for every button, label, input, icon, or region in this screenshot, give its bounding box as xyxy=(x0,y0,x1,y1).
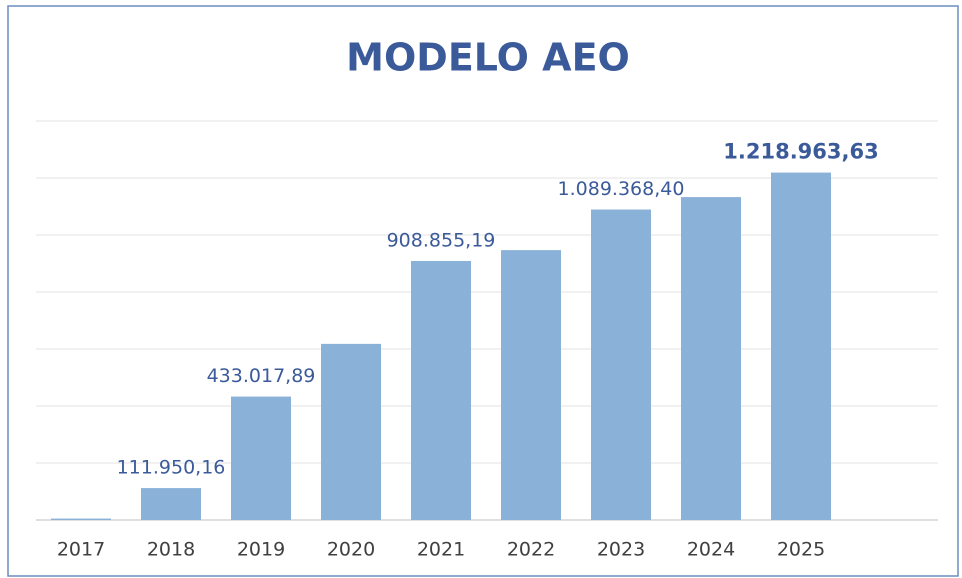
bar xyxy=(321,343,381,520)
x-tick-label: 2020 xyxy=(327,539,375,561)
x-tick-label: 2025 xyxy=(777,539,825,561)
bar xyxy=(771,172,831,520)
x-tick-label: 2017 xyxy=(57,539,105,561)
bar xyxy=(231,396,291,520)
bar xyxy=(681,197,741,520)
data-label: 908.855,19 xyxy=(387,229,496,251)
x-tick-label: 2022 xyxy=(507,539,555,561)
data-label: 1.089.368,40 xyxy=(558,178,685,200)
bar xyxy=(411,260,471,520)
x-tick-label: 2018 xyxy=(147,539,195,561)
data-label: 111.950,16 xyxy=(117,457,226,479)
bar xyxy=(51,518,111,520)
bar xyxy=(501,250,561,521)
x-tick-label: 2019 xyxy=(237,539,285,561)
data-label: 1.218.963,63 xyxy=(723,140,878,164)
bar xyxy=(141,488,201,520)
x-tick-label: 2021 xyxy=(417,539,465,561)
data-label: 433.017,89 xyxy=(207,365,316,387)
chart-title: MODELO AEO xyxy=(346,36,630,80)
x-tick-label: 2023 xyxy=(597,539,645,561)
bar xyxy=(591,209,651,520)
x-tick-label: 2024 xyxy=(687,539,735,561)
